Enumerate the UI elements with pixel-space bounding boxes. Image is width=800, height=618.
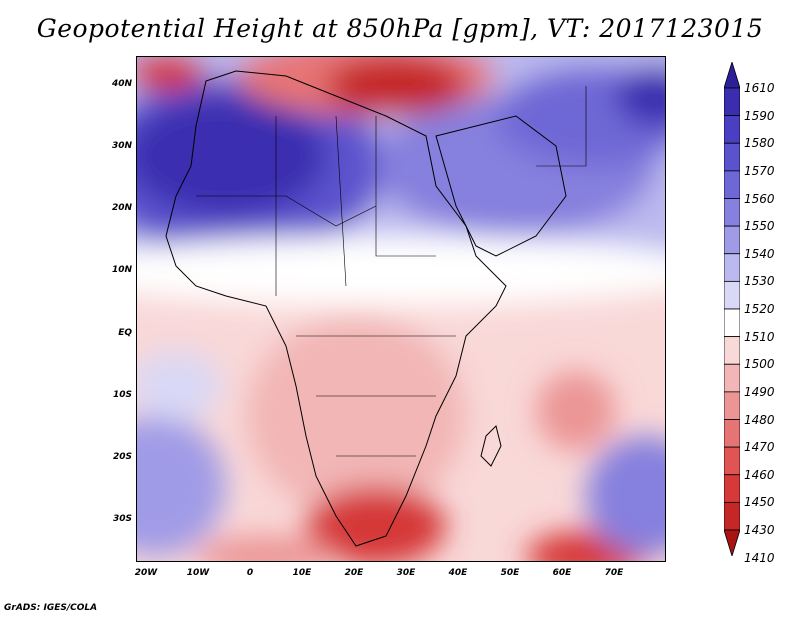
colorbar-box [724,253,740,282]
lat-label-30n: 30N [111,141,132,151]
colorbar-arrow-bottom [724,529,740,556]
colorbar-box [724,225,740,255]
colorbar-label: 1510 [744,329,775,344]
colorbar-label: 1490 [744,384,775,399]
colorbar-label: 1450 [744,495,775,510]
lon-label-40e: 40E [448,568,468,578]
colorbar-arrow-top [724,62,740,89]
colorbar [724,62,740,556]
colorbar-box [724,115,740,144]
country-borders [196,86,587,457]
lat-label-30s: 30S [112,514,132,524]
lon-label-10w: 10W [186,568,210,578]
lon-label-10e: 10E [292,568,312,578]
map-svg [136,56,666,562]
colorbar-box [724,419,740,448]
colorbar-box [724,363,740,393]
map-frame [136,56,666,562]
lat-label-20s: 20S [112,452,132,462]
lon-label-20e: 20E [344,568,364,578]
lat-label-40n: 40N [111,79,132,89]
lat-label-eq: EQ [118,328,132,338]
lon-label-30e: 30E [396,568,416,578]
lat-label-10s: 10S [112,390,132,400]
colorbar-label: 1560 [744,191,775,206]
colorbar-label: 1500 [744,357,775,372]
lat-label-10n: 10N [111,265,132,275]
colorbar-box [724,170,740,199]
colorbar-box [724,501,740,531]
colorbar-box [724,308,740,338]
colorbar-box [724,474,740,503]
colorbar-label: 1550 [744,219,775,234]
coastlines [165,70,567,547]
colorbar-box [724,87,740,117]
colorbar-box [724,198,740,227]
grads-credit: GrADS: IGES/COLA [4,603,98,613]
colorbar-label: 1540 [744,246,775,261]
colorbar-label: 1480 [744,412,775,427]
lon-label-60e: 60E [552,568,572,578]
chart-title: Geopotential Height at 850hPa [gpm], VT:… [36,14,764,43]
colorbar-label: 1430 [744,523,775,537]
colorbar-label: 1570 [744,163,775,178]
colorbar-box [724,391,740,420]
lon-label-50e: 50E [500,568,520,578]
colorbar-label: 1580 [744,136,775,151]
colorbar-box [724,142,740,172]
colorbar-label: 1520 [744,302,775,316]
map-panel [136,56,666,562]
colorbar-label: 1470 [744,440,775,455]
lon-label-0: 0 [246,568,254,578]
lon-label-70e: 70E [604,568,624,578]
lat-label-20n: 20N [111,203,132,213]
colorbar-label: 1410 [744,550,775,565]
colorbar-box [724,280,740,310]
colorbar-label: 1590 [744,108,775,123]
colorbar-label: 1460 [744,467,775,482]
colorbar-box [724,336,740,365]
colorbar-label: 1530 [744,274,775,289]
colorbar-label: 1610 [744,81,775,95]
colorbar-box [724,446,740,476]
lon-label-20w: 20W [134,568,158,578]
